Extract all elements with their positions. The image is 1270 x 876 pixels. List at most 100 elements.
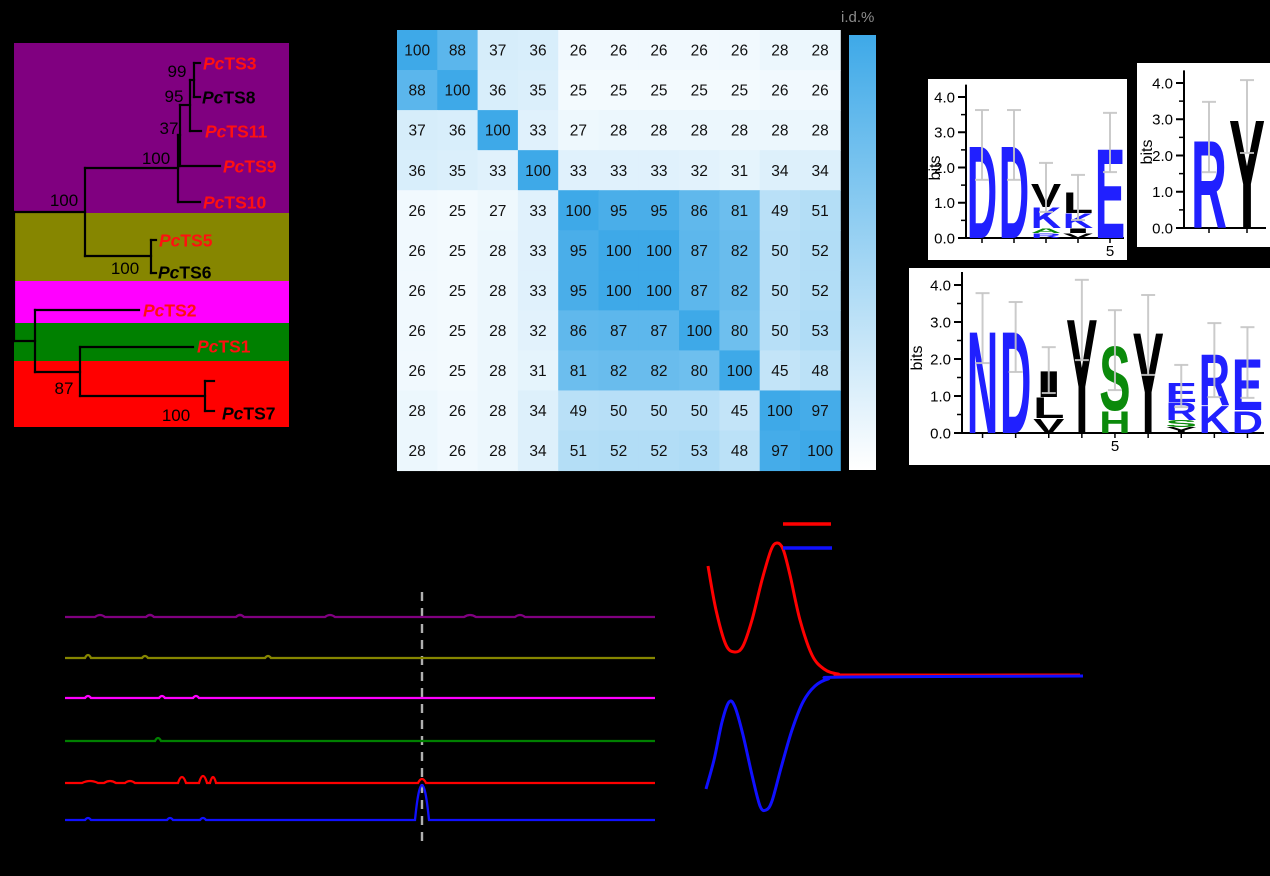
- kinetics-panel: [704, 522, 1084, 813]
- heatmap-value: 100: [606, 243, 632, 260]
- heatmap-value: 100: [807, 443, 833, 460]
- heatmap-value: 28: [409, 443, 426, 460]
- logo-letter-S: S: [1166, 418, 1197, 429]
- heatmap-cell: [598, 190, 640, 231]
- heatmap-cell: [800, 230, 841, 271]
- y-tick-label: 3.0: [930, 314, 951, 331]
- logo-letter-L: L: [1033, 393, 1064, 426]
- y-tick-label: 0.0: [930, 425, 951, 442]
- heatmap-cell: [437, 190, 479, 231]
- y-tick-label: 0.0: [934, 230, 955, 247]
- heatmap-cell: [638, 190, 680, 231]
- heatmap-value: 45: [731, 403, 748, 420]
- heatmap-cell: [598, 390, 640, 431]
- heatmap-cell: [558, 350, 599, 391]
- heatmap-cell: [800, 390, 841, 431]
- heatmap-cell: [719, 270, 761, 311]
- heatmap-cell: [638, 310, 680, 351]
- heatmap-cell: [437, 70, 479, 111]
- heatmap-cell: [598, 310, 640, 351]
- heatmap-cell: [719, 150, 761, 191]
- tree-tip-label: PcTS2: [143, 300, 197, 320]
- bootstrap-value: 87: [55, 379, 74, 398]
- heatmap-cell: [558, 310, 599, 351]
- heatmap-cell: [558, 70, 599, 111]
- heatmap-cell: [800, 70, 841, 111]
- y-axis-title: bits: [927, 156, 944, 181]
- heatmap-value: 45: [771, 363, 788, 380]
- heatmap-cell: [719, 110, 761, 151]
- heatmap-cell: [517, 30, 559, 71]
- heatmap-value: 52: [812, 243, 829, 260]
- heatmap-value: 28: [489, 323, 506, 340]
- logo-letter-V: V: [1063, 232, 1094, 240]
- heatmap-value: 25: [731, 83, 748, 100]
- heatmap-value: 26: [610, 43, 627, 60]
- heatmap-cell: [638, 230, 680, 271]
- heatmap-value: 28: [650, 123, 667, 140]
- heatmap-value: 82: [610, 363, 627, 380]
- y-tick-label: 1.0: [1152, 184, 1173, 201]
- heatmap-cell: [598, 150, 640, 191]
- heatmap-cell: [719, 390, 761, 431]
- logo-letter-Y: Y: [1166, 426, 1197, 435]
- heatmap-value: 26: [409, 203, 426, 220]
- heatmap-value: 27: [570, 123, 587, 140]
- logo-letter-A: A: [1031, 227, 1061, 235]
- heatmap-cell: [800, 430, 841, 472]
- heatmap-cell: [759, 270, 801, 311]
- y-tick-label: 4.0: [930, 277, 951, 294]
- heatmap-value: 88: [409, 83, 426, 100]
- heatmap-cell: [437, 150, 479, 191]
- heatmap-cell: [719, 310, 761, 351]
- bootstrap-value: 99: [168, 62, 187, 81]
- heatmap-value: 82: [731, 283, 748, 300]
- heatmap-cell: [558, 390, 599, 431]
- x-tick-label: 5: [1111, 438, 1119, 455]
- y-tick-label: 1.0: [934, 195, 955, 212]
- y-tick-label: 2.0: [1152, 148, 1173, 165]
- y-tick-label: 4.0: [1152, 75, 1173, 92]
- heatmap-cell: [679, 230, 720, 271]
- clade-band-purple: [14, 43, 289, 213]
- heatmap-cell: [759, 350, 801, 391]
- heatmap-value: 26: [691, 43, 708, 60]
- heatmap-value: 33: [650, 163, 667, 180]
- heatmap-cell: [800, 350, 841, 391]
- heatmap-cell: [679, 30, 720, 71]
- heatmap-value: 33: [529, 123, 546, 140]
- heatmap-cell: [477, 350, 519, 391]
- heatmap-cell: [397, 350, 438, 391]
- heatmap-value: 26: [731, 43, 748, 60]
- heatmap-value: 80: [691, 363, 709, 380]
- heatmap-value: 50: [650, 403, 668, 420]
- heatmap-cell: [719, 430, 761, 472]
- heatmap-value: 28: [489, 443, 506, 460]
- heatmap-value: 100: [485, 123, 511, 140]
- heatmap-value: 53: [691, 443, 708, 460]
- curve-blue: [704, 674, 1084, 813]
- heatmap-cell: [759, 30, 801, 71]
- heatmap-value: 33: [489, 163, 506, 180]
- heatmap-value: 25: [449, 363, 466, 380]
- heatmap-cell: [477, 150, 519, 191]
- tree-tip-label: PcTS5: [159, 230, 213, 250]
- heatmap-cell: [759, 390, 801, 431]
- heatmap-cell: [437, 30, 479, 71]
- heatmap-cell: [437, 230, 479, 271]
- heatmap-cell: [397, 390, 438, 431]
- heatmap-value: 36: [409, 163, 426, 180]
- heatmap-cell: [638, 270, 680, 311]
- x-tick-label: 5: [1106, 243, 1114, 260]
- heatmap-cell: [397, 70, 438, 111]
- heatmap-value: 25: [650, 83, 667, 100]
- heatmap-cell: [759, 190, 801, 231]
- heatmap-value: 34: [771, 163, 789, 180]
- heatmap-value: 34: [529, 403, 547, 420]
- heatmap-cell: [638, 30, 680, 71]
- heatmap-value: 100: [727, 363, 753, 380]
- heatmap-cell: [477, 30, 519, 71]
- tree-tip-label: PcTS8: [202, 87, 256, 107]
- heatmap-value: 52: [812, 283, 829, 300]
